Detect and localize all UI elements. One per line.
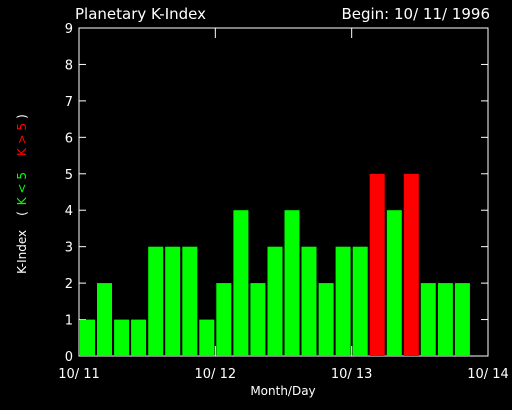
y-tick-label: 8 (65, 58, 73, 73)
k-index-bar (250, 283, 266, 356)
x-tick-label: 10/ 14 (467, 367, 509, 382)
k-index-bar (420, 283, 436, 356)
k-index-bar (301, 246, 317, 356)
k-index-bar (165, 246, 181, 356)
k-index-bar (369, 173, 385, 356)
k-index-bar (148, 246, 164, 356)
k-index-bar (199, 319, 215, 356)
y-axis-label: K-Index ( K < 5 K > 5) (15, 114, 29, 274)
x-tick-labels: 10/ 11 10/ 12 10/ 13 10/ 14 (58, 367, 509, 382)
y-axis-label-high-range: K > 5 (15, 123, 29, 156)
k-index-bar (80, 319, 95, 356)
k-index-bar (131, 319, 147, 356)
plot-frame (78, 27, 489, 357)
k-index-bar (403, 173, 419, 356)
y-tick-label: 7 (65, 95, 73, 110)
bars (80, 173, 470, 356)
y-tick-label: 4 (65, 204, 73, 219)
begin-date: Begin: 10/ 11/ 1996 (341, 5, 490, 23)
y-tick-labels: 0 1 2 3 4 5 6 7 8 9 (65, 22, 73, 365)
k-index-bar (437, 283, 453, 356)
x-tick-label: 10/ 11 (58, 367, 100, 382)
y-tick-label: 5 (65, 168, 73, 183)
x-axis-label: Month/Day (250, 384, 315, 398)
k-index-bar (352, 246, 368, 356)
k-index-bar (114, 319, 130, 356)
k-index-bar (454, 283, 470, 356)
svg-text:K-Index(K < 5K > 5): K-Index ( K < 5 K > 5) (15, 114, 29, 274)
y-tick-label: 6 (65, 131, 73, 146)
x-tick-label: 10/ 12 (195, 367, 237, 382)
k-index-bar (386, 210, 402, 356)
k-index-bar (335, 246, 351, 356)
y-axis-label-low-range: K < 5 (15, 172, 29, 205)
axis-ticks (78, 27, 489, 357)
x-tick-label: 10/ 13 (331, 367, 373, 382)
k-index-bar (267, 246, 283, 356)
y-axis-label-open-paren: ( (15, 211, 29, 216)
y-axis-label-close-paren: ) (15, 114, 29, 119)
k-index-bar (318, 283, 334, 356)
k-index-bar (216, 283, 232, 356)
k-index-bar (233, 210, 249, 356)
y-tick-label: 1 (65, 314, 73, 329)
y-axis-label-prefix: K-Index (15, 230, 29, 274)
chart-title: Planetary K-Index (75, 5, 206, 23)
k-index-bar (182, 246, 198, 356)
y-tick-label: 3 (65, 241, 73, 256)
y-tick-label: 0 (65, 350, 73, 365)
k-index-bar (284, 210, 300, 356)
y-tick-label: 2 (65, 277, 73, 292)
y-tick-label: 9 (65, 22, 73, 37)
k-index-bar (97, 283, 112, 356)
